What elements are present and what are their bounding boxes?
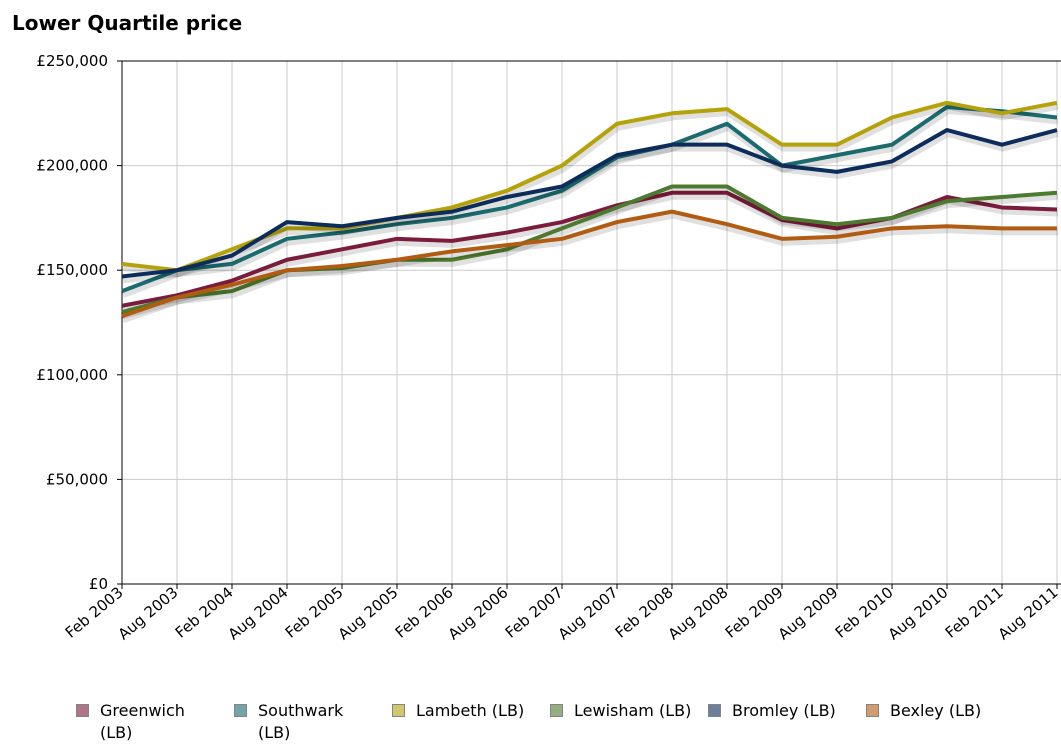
x-tick-label: Aug 2009 [775,583,842,643]
chart-title: Lower Quartile price [12,11,242,35]
x-tick-label: Aug 2010 [885,583,952,643]
series-line [121,209,1057,319]
legend-swatch [550,704,563,717]
legend-label: Lewisham (LB) [574,701,692,720]
legend-swatch [76,704,89,717]
x-tick-label: Aug 2011 [995,583,1061,643]
legend-swatch [234,704,247,717]
y-tick-label: £50,000 [46,470,108,488]
x-tick-label: Aug 2004 [225,583,292,643]
x-tick-label: Aug 2008 [665,583,732,643]
legend-label: Southwark (LB) [258,701,344,742]
chart: Lower Quartile price £0 £50,000 £100,000 £1… [12,11,1061,643]
series-line [121,105,1058,293]
line-shadow [122,130,1059,284]
line-shadow [121,107,1059,298]
legend-label: Lambeth (LB) [416,701,525,720]
legend: Greenwich (LB) Southwark (LB) Lambeth (LB)… [76,700,1061,744]
line-shadow [122,212,1058,324]
line-shadow [122,187,1059,319]
line-shadow [122,103,1059,278]
x-tick-label: Aug 2006 [445,583,512,643]
series-line [121,100,1058,273]
y-tick-label: £250,000 [36,52,108,70]
x-tick-label: Aug 2003 [115,583,182,643]
x-tick-label: Aug 2005 [335,583,402,643]
legend-swatch [392,704,405,717]
legend-label: Greenwich (LB) [100,701,185,742]
legend-swatch [866,704,879,717]
legend-label: Bromley (LB) [732,701,836,720]
legend-swatch [708,704,721,717]
y-tick-label: £100,000 [36,366,108,384]
y-tick-label: £150,000 [36,261,108,279]
x-tick-label: Aug 2007 [555,583,622,643]
series-line [121,128,1058,279]
y-tick-label: £200,000 [36,157,108,175]
legend-label: Bexley (LB) [890,701,982,720]
y-tick-label: £0 [89,575,108,593]
